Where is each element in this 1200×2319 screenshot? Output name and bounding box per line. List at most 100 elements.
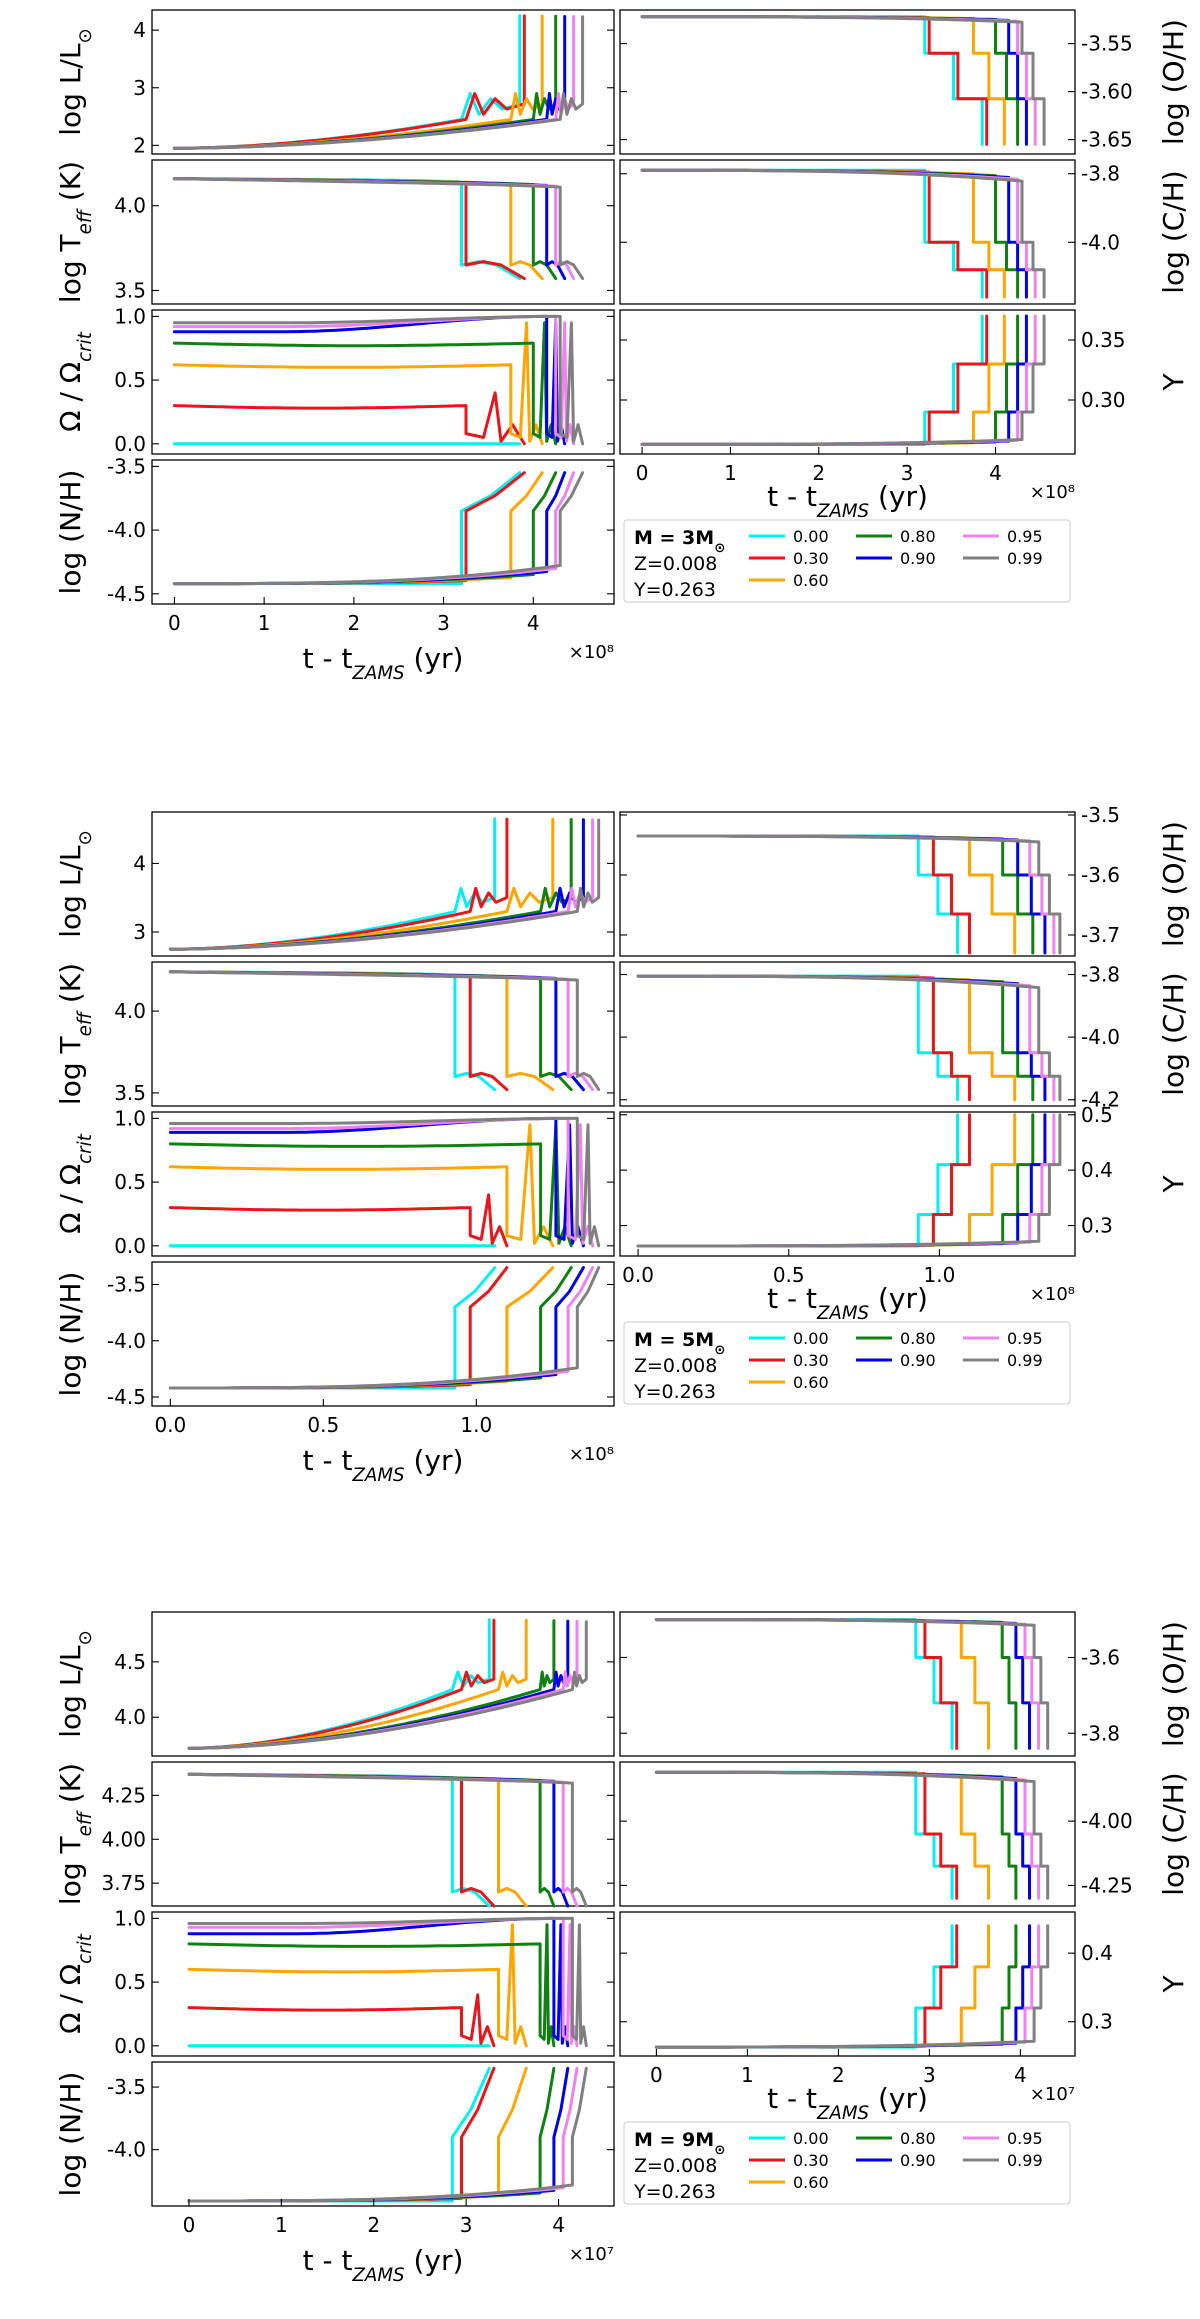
panel-omega-frame bbox=[151, 309, 615, 455]
series-line-0.99 bbox=[187, 1620, 588, 1750]
series-line-0.80 bbox=[168, 1266, 573, 1390]
panel-teff-ytick-label: 3.75 bbox=[101, 1871, 146, 1895]
series-line-0.99 bbox=[636, 1113, 1062, 1248]
legend-entry-0.80: 0.80 bbox=[900, 1329, 936, 1348]
panel-teff-ytick-label: 3.5 bbox=[114, 278, 146, 302]
series-line-0.95 bbox=[654, 1924, 1041, 2049]
legend-y: Y=0.263 bbox=[633, 1381, 716, 1403]
series-line-0.00 bbox=[172, 471, 522, 586]
series-line-0.00 bbox=[187, 1772, 491, 1908]
legend-entry-0.80: 0.80 bbox=[900, 527, 936, 546]
panel-omega-ytick-label: 0.5 bbox=[114, 368, 146, 392]
panel-l-ytick-label: 4 bbox=[133, 851, 146, 875]
xlabel-main: t - t bbox=[767, 2082, 817, 2115]
legend-z: Z=0.008 bbox=[634, 2155, 717, 2177]
ylabel-omega: Ω / Ωcrit bbox=[54, 1133, 96, 1234]
panel-omega-frame bbox=[151, 1911, 615, 2057]
series-line-0.99 bbox=[172, 471, 585, 586]
xlabel-unit: (yr) bbox=[869, 2082, 928, 2115]
series-line-0.30 bbox=[654, 1924, 959, 2049]
panel-l-ytick-label: 2 bbox=[133, 133, 146, 157]
legend-y: Y=0.263 bbox=[633, 579, 716, 601]
series-line-0.00 bbox=[168, 970, 497, 1092]
panel-teff-ytick-label: 4.25 bbox=[101, 1783, 146, 1807]
xlabel-sub: ZAMS bbox=[351, 1465, 404, 1486]
series-line-0.99 bbox=[654, 1924, 1050, 2049]
panel-y-ytick-label: 0.4 bbox=[1081, 1158, 1113, 1182]
panel-ch: -3.8 -4.0 log (C/H) bbox=[619, 159, 1190, 305]
panel-nh-frame bbox=[151, 459, 615, 605]
legend-mass: M = 3M⊙ bbox=[634, 527, 725, 556]
series-line-0.95 bbox=[636, 974, 1056, 1102]
ylabel-oh: log (O/H) bbox=[1157, 821, 1190, 947]
legend-mass: M = 9M⊙ bbox=[634, 2129, 725, 2158]
series-line-0.80 bbox=[187, 1923, 556, 2048]
panel-teff-ytick-label: 4.0 bbox=[114, 999, 146, 1023]
series-line-0.99 bbox=[654, 1770, 1050, 1900]
series-line-0.90 bbox=[172, 15, 567, 150]
ylabel-oh: log (O/H) bbox=[1157, 1621, 1190, 1747]
series-line-0.30 bbox=[172, 471, 526, 586]
series-line-0.30 bbox=[168, 1266, 509, 1390]
ylabel-l: log L/L⊙ bbox=[54, 830, 96, 937]
xlabel-sub: ZAMS bbox=[816, 1303, 869, 1324]
legend-entry-0.95: 0.95 bbox=[1007, 1329, 1043, 1348]
series-line-0.30 bbox=[168, 1193, 509, 1248]
x-scale-label: ×10⁷ bbox=[1030, 2084, 1075, 2105]
panel-nh: -4.0 -3.5 log (N/H) 0 1 2 3 4 t - tZAMS (yr) ×10⁷ bbox=[54, 2061, 615, 2286]
panel-nh-ytick-label: -4.5 bbox=[107, 1385, 146, 1409]
panel-l-ytick-label: 4.5 bbox=[114, 1650, 146, 1674]
ylabel-omega: Ω / Ωcrit bbox=[54, 1933, 96, 2034]
series-line-0.30 bbox=[172, 391, 526, 446]
panel-ch-ytick-label: -3.8 bbox=[1081, 963, 1120, 987]
xtick-label: 0.0 bbox=[622, 1263, 654, 1287]
panel-omega-ytick-label: 0.0 bbox=[114, 1234, 146, 1258]
panel-y-frame bbox=[619, 1111, 1076, 1257]
panel-l-frame bbox=[151, 1611, 615, 1757]
panel-y-ytick-label: 0.5 bbox=[1081, 1103, 1113, 1127]
ylabel-y: Y bbox=[1157, 373, 1190, 392]
legend-entry-0.00: 0.00 bbox=[793, 1329, 829, 1348]
series-line-0.60 bbox=[168, 1266, 555, 1390]
panel-omega: 0.0 0.5 1.0 Ω / Ωcrit bbox=[54, 1106, 615, 1258]
xtick-label: 1 bbox=[724, 461, 737, 485]
series-line-0.80 bbox=[640, 314, 1020, 446]
panel-l-ytick-label: 4.0 bbox=[114, 1705, 146, 1729]
xtick-label: 0.5 bbox=[773, 1263, 805, 1287]
series-line-0.30 bbox=[654, 1770, 959, 1900]
panel-oh-ytick-label: -3.55 bbox=[1081, 32, 1133, 56]
panel-omega-ytick-label: 0.0 bbox=[114, 2034, 146, 2058]
series-line-0.90 bbox=[640, 15, 1028, 146]
panel-oh-ytick-label: -3.5 bbox=[1081, 803, 1120, 827]
legend-entry-0.80: 0.80 bbox=[900, 2129, 936, 2148]
ylabel-nh: log (N/H) bbox=[54, 2072, 87, 2197]
legend: M = 5M⊙Z=0.008 Y=0.263 0.00 0.30 0.60 0.80 0.9… bbox=[623, 1321, 1071, 1405]
panel-nh-frame bbox=[151, 2061, 615, 2207]
series-line-0.90 bbox=[172, 177, 567, 281]
xlabel-main: t - t bbox=[303, 642, 353, 675]
series-line-0.99 bbox=[172, 15, 585, 150]
panel-oh-frame bbox=[619, 811, 1076, 957]
series-line-0.60 bbox=[640, 15, 1006, 146]
series-line-0.00 bbox=[654, 1924, 954, 2049]
series-line-0.90 bbox=[187, 1772, 570, 1908]
panel-nh: -4.5 -4.0 -3.5 log (N/H) 0.0 0.5 1.0 t - tZAMS … bbox=[54, 1261, 615, 1486]
series-line-0.00 bbox=[640, 15, 984, 146]
panel-y-frame bbox=[619, 1911, 1076, 2057]
panel-l-ytick-label: 3 bbox=[133, 76, 146, 100]
xtick-label: 0 bbox=[168, 611, 181, 635]
ylabel-text: log (N/H) bbox=[54, 470, 87, 595]
series-line-0.95 bbox=[168, 1266, 595, 1390]
series-line-0.30 bbox=[172, 177, 526, 281]
ylabel-sub: eff bbox=[75, 208, 96, 234]
xlabel-main: t - t bbox=[303, 1444, 353, 1477]
series-line-0.95 bbox=[187, 1619, 579, 1750]
legend-entry-0.95: 0.95 bbox=[1007, 2129, 1043, 2148]
x-scale-label: ×10⁸ bbox=[1030, 1284, 1075, 1305]
series-line-0.00 bbox=[654, 1618, 954, 1750]
xtick-label: 0.5 bbox=[307, 1413, 339, 1437]
legend-entry-0.30: 0.30 bbox=[793, 549, 829, 568]
panel-oh-ytick-label: -3.60 bbox=[1081, 80, 1133, 104]
series-line-0.95 bbox=[654, 1618, 1041, 1750]
panel-l-frame bbox=[151, 9, 615, 155]
